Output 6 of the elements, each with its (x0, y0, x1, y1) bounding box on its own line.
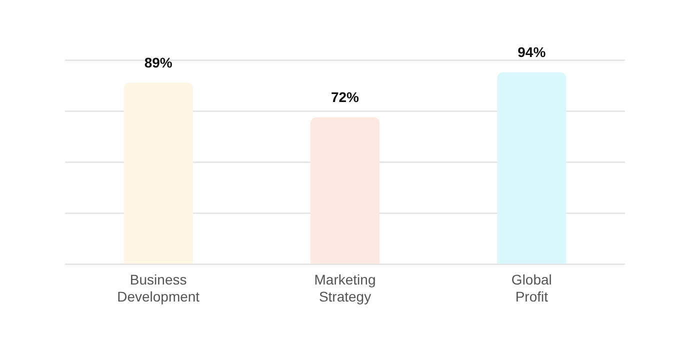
data-label: 94% (518, 44, 546, 60)
x-tick-label: Global Profit (511, 272, 552, 304)
x-tick-label: Business Development (117, 272, 200, 304)
data-label: 72% (330, 89, 360, 106)
data-label: 89% (144, 54, 173, 70)
x-tick-label: Marketing Strategy (314, 272, 376, 304)
